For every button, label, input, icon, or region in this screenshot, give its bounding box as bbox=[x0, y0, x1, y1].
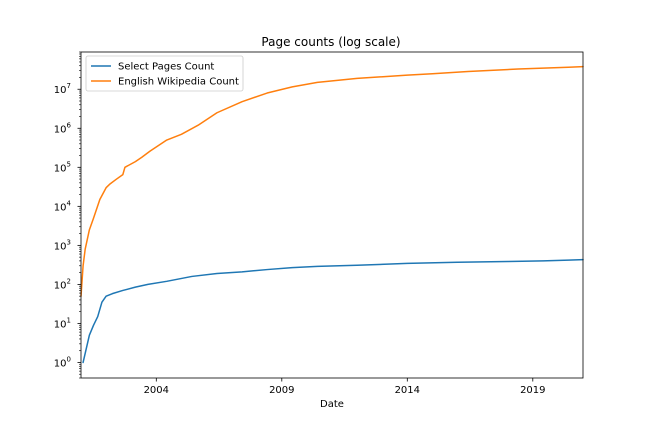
x-tick-label: 2009 bbox=[269, 385, 294, 396]
x-axis-label: Date bbox=[320, 399, 344, 410]
y-tick-label: 105 bbox=[54, 160, 71, 174]
y-tick-exponent: 3 bbox=[67, 238, 71, 246]
y-tick-base: 10 bbox=[54, 241, 67, 252]
series-layer bbox=[80, 65, 584, 364]
legend-label-english-wikipedia: English Wikipedia Count bbox=[118, 77, 239, 88]
axes-frame bbox=[80, 51, 584, 379]
plot-area: 2004 2009 2014 2019 10010110210310410510610… bbox=[54, 51, 584, 396]
y-tick-exponent: 5 bbox=[67, 160, 71, 168]
y-tick-label: 101 bbox=[54, 316, 71, 330]
y-tick-exponent: 0 bbox=[67, 355, 71, 363]
x-tick-label: 2019 bbox=[520, 385, 545, 396]
x-tick-label: 2014 bbox=[395, 385, 420, 396]
y-tick-exponent: 1 bbox=[67, 316, 71, 324]
legend-label-select-pages: Select Pages Count bbox=[118, 62, 214, 73]
y-tick-base: 10 bbox=[54, 163, 67, 174]
y-tick-base: 10 bbox=[54, 280, 67, 291]
x-axis-ticks: 2004 2009 2014 2019 bbox=[144, 378, 546, 396]
y-tick-label: 103 bbox=[54, 238, 71, 252]
x-tick-label: 2004 bbox=[144, 385, 169, 396]
y-tick-label: 106 bbox=[54, 121, 72, 135]
y-tick-label: 107 bbox=[54, 82, 71, 96]
chart-title: Page counts (log scale) bbox=[261, 35, 400, 49]
legend: Select Pages Count English Wikipedia Cou… bbox=[85, 55, 244, 92]
series-line-english-wikipedia-count bbox=[80, 65, 584, 297]
y-tick-label: 104 bbox=[54, 199, 72, 213]
y-tick-exponent: 2 bbox=[67, 277, 71, 285]
y-tick-base: 10 bbox=[54, 124, 67, 135]
y-tick-base: 10 bbox=[54, 202, 67, 213]
y-tick-base: 10 bbox=[54, 358, 67, 369]
series-line-select-pages-count bbox=[82, 258, 584, 364]
y-tick-base: 10 bbox=[54, 319, 67, 330]
y-tick-exponent: 4 bbox=[67, 199, 72, 207]
y-tick-exponent: 7 bbox=[67, 82, 71, 90]
y-tick-label: 102 bbox=[54, 277, 71, 291]
legend-box bbox=[85, 55, 244, 92]
y-tick-label: 100 bbox=[54, 355, 71, 369]
y-tick-base: 10 bbox=[54, 85, 67, 96]
y-tick-exponent: 6 bbox=[67, 121, 72, 129]
